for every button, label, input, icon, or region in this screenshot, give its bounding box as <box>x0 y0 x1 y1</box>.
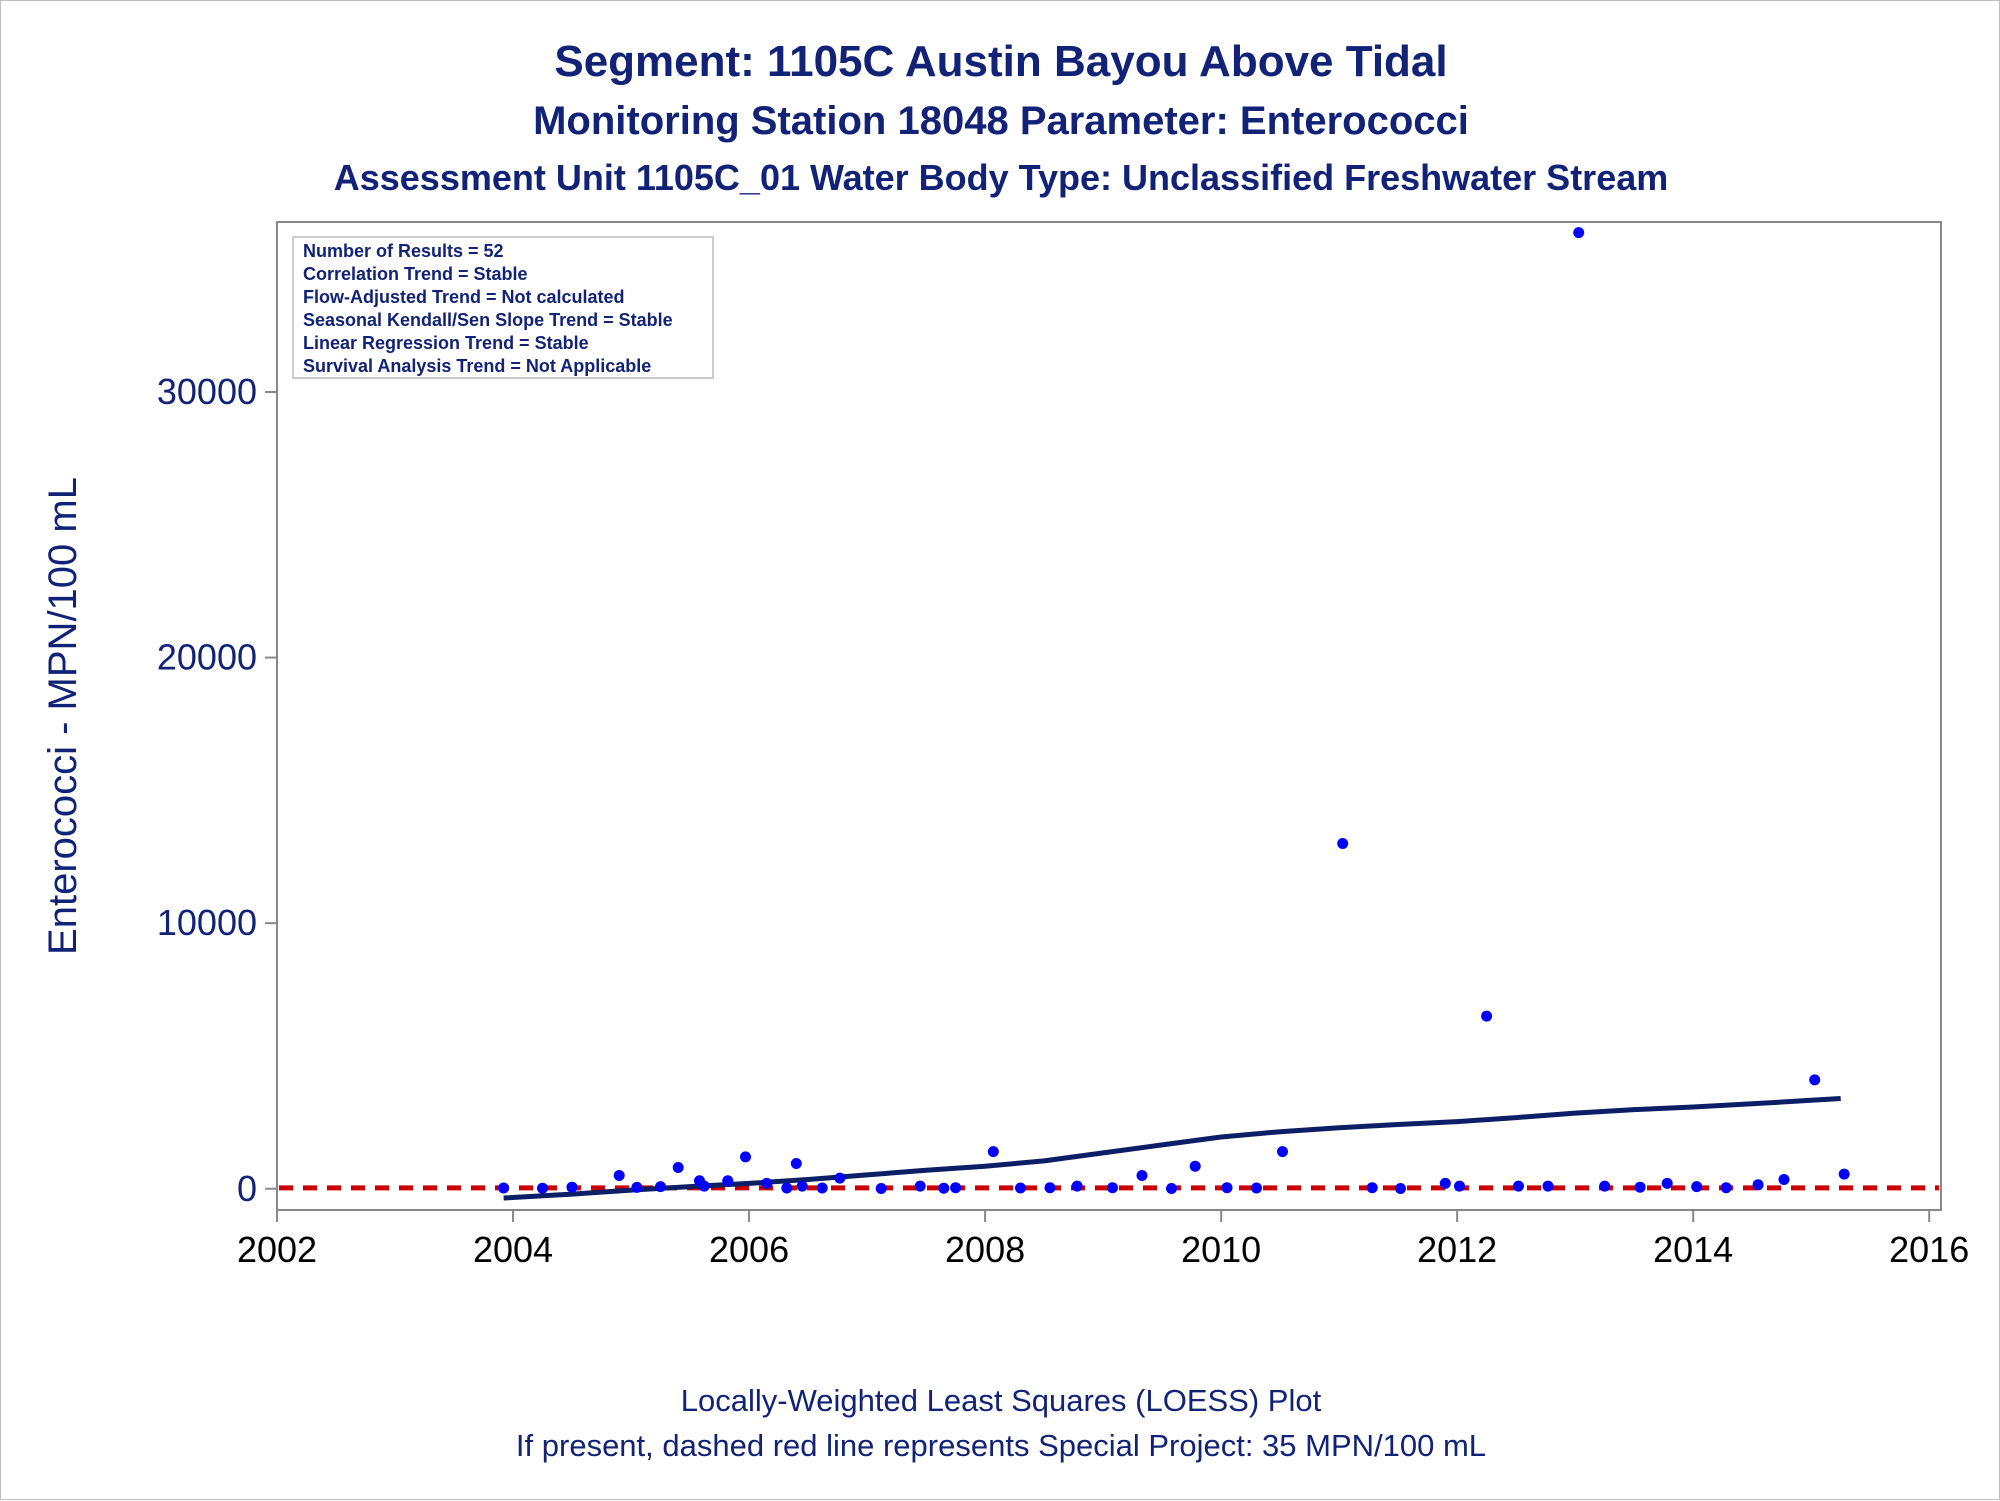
chart-title: Segment: 1105C Austin Bayou Above Tidal <box>554 37 1448 86</box>
data-point <box>1542 1180 1554 1192</box>
stats-box-border <box>292 236 714 379</box>
data-point <box>1720 1182 1732 1194</box>
data-point <box>1189 1160 1201 1172</box>
data-point <box>790 1158 802 1169</box>
data-point <box>1015 1182 1026 1194</box>
data-point <box>816 1182 828 1194</box>
data-point <box>1838 1168 1850 1180</box>
x-tick-label: 2012 <box>1417 1229 1497 1270</box>
data-point <box>613 1170 625 1181</box>
y-axis-label: Enterococci - MPN/100 mL <box>41 477 85 955</box>
stats-line: Survival Analysis Trend = Not Applicable <box>303 356 651 376</box>
data-point <box>1573 227 1585 239</box>
y-tick-label: 20000 <box>157 637 257 678</box>
data-point <box>1337 838 1349 849</box>
y-tick-label: 30000 <box>157 371 257 412</box>
stats-line: Linear Regression Trend = Stable <box>303 333 589 353</box>
data-point <box>938 1182 950 1194</box>
data-point <box>498 1182 510 1194</box>
data-point <box>566 1181 578 1193</box>
data-point <box>672 1162 684 1173</box>
plot-area <box>276 221 1942 1211</box>
x-tick-label: 2006 <box>709 1229 789 1270</box>
data-point <box>875 1183 887 1194</box>
data-point <box>781 1182 793 1194</box>
data-point <box>1395 1183 1406 1194</box>
data-point <box>1277 1146 1288 1158</box>
y-tick-label: 10000 <box>157 902 257 943</box>
loess-curve <box>503 1096 1841 1201</box>
x-tick-label: 2004 <box>473 1229 553 1270</box>
data-point <box>1166 1183 1177 1194</box>
data-point <box>1136 1170 1148 1181</box>
data-point <box>1454 1180 1465 1192</box>
data-point <box>1661 1177 1673 1189</box>
data-point <box>722 1175 734 1187</box>
stats-line: Number of Results = 52 <box>303 241 504 261</box>
data-point <box>1481 1010 1493 1022</box>
data-point <box>1044 1182 1056 1194</box>
data-point <box>1439 1177 1451 1189</box>
stats-line: Correlation Trend = Stable <box>303 264 528 284</box>
data-point <box>950 1182 962 1194</box>
x-tick-label: 2014 <box>1653 1229 1733 1270</box>
data-point <box>1691 1181 1703 1193</box>
x-tick-label: 2002 <box>237 1229 317 1270</box>
chart-subtitle: Monitoring Station 18048 Parameter: Ente… <box>533 99 1469 143</box>
chart-subtitle-secondary: Assessment Unit 1105C_01 Water Body Type… <box>333 157 1669 198</box>
data-point <box>1071 1180 1083 1192</box>
data-point <box>1634 1181 1646 1193</box>
y-tick-label: 0 <box>237 1168 257 1209</box>
plot-border <box>276 221 1942 1211</box>
data-point <box>740 1151 751 1163</box>
x-tick-label: 2016 <box>1889 1229 1969 1270</box>
data-point <box>1778 1174 1790 1185</box>
x-tick-label: 2010 <box>1181 1229 1261 1270</box>
data-point <box>1366 1182 1378 1194</box>
data-point <box>914 1180 926 1192</box>
data-point <box>1599 1180 1611 1192</box>
data-point <box>1251 1182 1262 1194</box>
x-tick-label: 2008 <box>945 1229 1025 1270</box>
stats-line: Seasonal Kendall/Sen Slope Trend = Stabl… <box>303 310 673 330</box>
data-point <box>1752 1179 1764 1191</box>
footnote-reference-line: If present, dashed red line represents S… <box>515 1428 1487 1463</box>
stats-box: Number of Results = 52 Correlation Trend … <box>292 236 714 379</box>
data-point <box>796 1180 808 1192</box>
data-point <box>987 1146 999 1158</box>
data-point <box>834 1172 846 1184</box>
data-point <box>1107 1182 1118 1194</box>
data-point <box>698 1180 710 1192</box>
data-point <box>537 1182 548 1194</box>
data-point <box>1221 1182 1233 1194</box>
data-point <box>761 1177 773 1189</box>
footnote-method: Locally-Weighted Least Squares (LOESS) P… <box>680 1383 1322 1418</box>
data-point <box>631 1181 643 1193</box>
stats-line: Flow-Adjusted Trend = Not calculated <box>303 287 625 307</box>
data-point <box>655 1181 666 1193</box>
data-point <box>1513 1180 1524 1192</box>
data-point <box>1809 1074 1821 1086</box>
